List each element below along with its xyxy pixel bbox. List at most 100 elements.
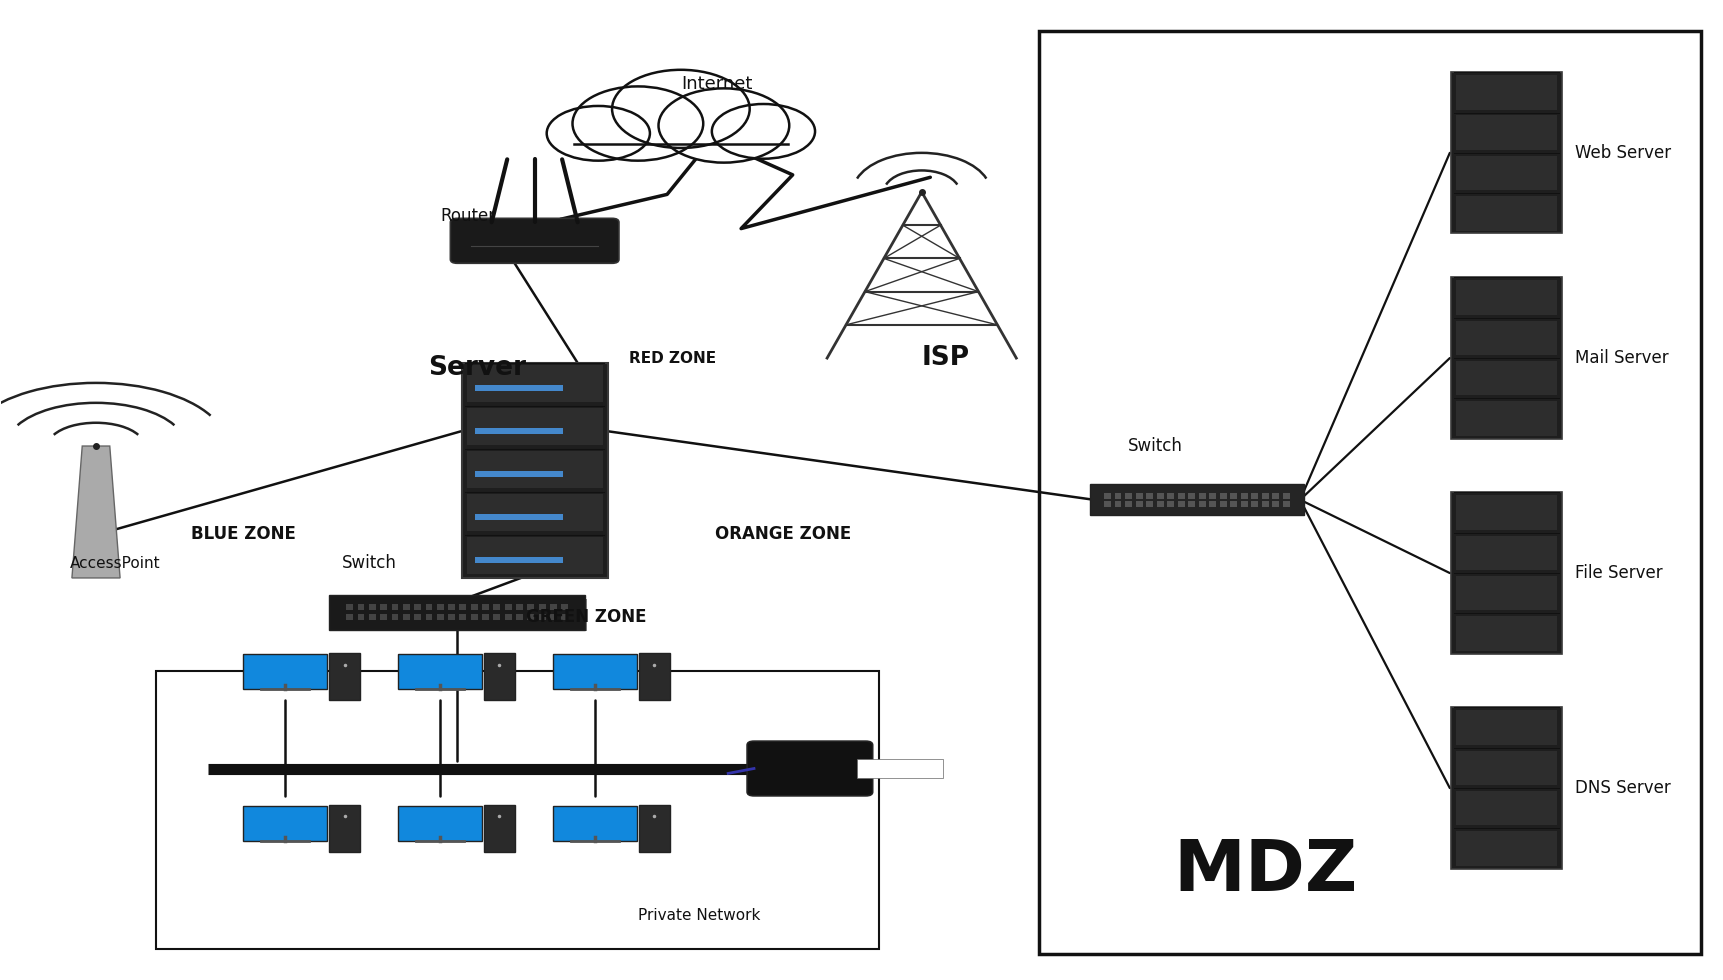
Text: RED ZONE: RED ZONE [629,351,717,366]
FancyBboxPatch shape [539,605,546,611]
FancyBboxPatch shape [1261,501,1268,507]
FancyBboxPatch shape [1251,501,1258,507]
Ellipse shape [612,70,750,148]
FancyBboxPatch shape [553,806,638,841]
FancyBboxPatch shape [438,614,445,620]
FancyBboxPatch shape [476,385,563,391]
FancyBboxPatch shape [562,614,569,620]
FancyBboxPatch shape [1230,493,1237,499]
FancyBboxPatch shape [482,614,489,620]
FancyBboxPatch shape [1241,493,1247,499]
FancyBboxPatch shape [369,614,376,620]
FancyBboxPatch shape [1451,708,1563,868]
FancyBboxPatch shape [1125,501,1132,507]
FancyBboxPatch shape [1104,501,1111,507]
Text: File Server: File Server [1575,564,1663,582]
FancyBboxPatch shape [329,805,360,852]
FancyBboxPatch shape [748,741,872,796]
FancyBboxPatch shape [1456,576,1558,611]
FancyBboxPatch shape [1456,196,1558,230]
FancyBboxPatch shape [639,805,670,852]
FancyBboxPatch shape [1456,616,1558,651]
FancyBboxPatch shape [398,806,482,841]
FancyBboxPatch shape [467,494,603,531]
FancyBboxPatch shape [505,605,512,611]
FancyBboxPatch shape [438,605,445,611]
FancyBboxPatch shape [1166,493,1173,499]
Text: Mail Server: Mail Server [1575,349,1670,368]
FancyBboxPatch shape [398,655,482,689]
Text: Server: Server [427,355,526,381]
FancyBboxPatch shape [398,806,482,841]
Ellipse shape [546,106,650,161]
FancyBboxPatch shape [569,121,793,148]
FancyBboxPatch shape [517,605,524,611]
FancyBboxPatch shape [391,614,398,620]
FancyBboxPatch shape [450,219,619,264]
Text: AccessPoint: AccessPoint [71,556,160,570]
Text: BLUE ZONE: BLUE ZONE [191,525,295,543]
FancyBboxPatch shape [1456,831,1558,865]
FancyBboxPatch shape [1456,710,1558,745]
FancyBboxPatch shape [1220,493,1227,499]
FancyBboxPatch shape [1284,501,1291,507]
Text: Switch: Switch [341,555,396,572]
FancyBboxPatch shape [562,605,569,611]
FancyBboxPatch shape [403,605,410,611]
FancyBboxPatch shape [550,614,557,620]
FancyBboxPatch shape [243,655,327,689]
FancyBboxPatch shape [1456,402,1558,436]
FancyBboxPatch shape [1166,501,1173,507]
FancyBboxPatch shape [482,605,489,611]
FancyBboxPatch shape [476,557,563,563]
Text: GREEN ZONE: GREEN ZONE [526,608,646,626]
FancyBboxPatch shape [1135,501,1142,507]
FancyBboxPatch shape [243,806,327,841]
FancyBboxPatch shape [470,605,477,611]
Ellipse shape [572,86,703,161]
FancyBboxPatch shape [553,655,638,689]
FancyBboxPatch shape [460,614,467,620]
FancyBboxPatch shape [1146,493,1153,499]
FancyBboxPatch shape [1199,501,1206,507]
FancyBboxPatch shape [527,605,534,611]
FancyBboxPatch shape [1456,116,1558,150]
FancyBboxPatch shape [1241,501,1247,507]
FancyBboxPatch shape [1091,484,1304,515]
FancyBboxPatch shape [493,614,500,620]
FancyBboxPatch shape [493,605,500,611]
FancyBboxPatch shape [1156,493,1163,499]
FancyBboxPatch shape [476,428,563,434]
FancyBboxPatch shape [1115,493,1122,499]
Polygon shape [72,446,121,578]
FancyBboxPatch shape [243,806,327,841]
Text: Internet: Internet [681,75,753,93]
FancyBboxPatch shape [426,614,432,620]
FancyBboxPatch shape [1456,75,1558,110]
FancyBboxPatch shape [527,614,534,620]
FancyBboxPatch shape [1189,493,1196,499]
FancyBboxPatch shape [517,614,524,620]
FancyBboxPatch shape [460,605,467,611]
Text: Switch: Switch [1129,437,1184,455]
FancyBboxPatch shape [1456,751,1558,785]
FancyBboxPatch shape [391,605,398,611]
FancyBboxPatch shape [338,600,588,631]
FancyBboxPatch shape [467,451,603,488]
FancyBboxPatch shape [448,614,455,620]
Ellipse shape [658,88,789,163]
FancyBboxPatch shape [403,614,410,620]
FancyBboxPatch shape [414,605,420,611]
FancyBboxPatch shape [484,805,515,852]
Ellipse shape [712,104,815,159]
FancyBboxPatch shape [553,806,638,841]
FancyBboxPatch shape [858,759,942,778]
FancyBboxPatch shape [426,605,432,611]
Text: Private Network: Private Network [638,907,760,922]
FancyBboxPatch shape [467,365,603,402]
Text: ISP: ISP [922,345,970,371]
FancyBboxPatch shape [1220,501,1227,507]
FancyBboxPatch shape [243,655,327,689]
FancyBboxPatch shape [484,654,515,700]
FancyBboxPatch shape [1456,791,1558,825]
